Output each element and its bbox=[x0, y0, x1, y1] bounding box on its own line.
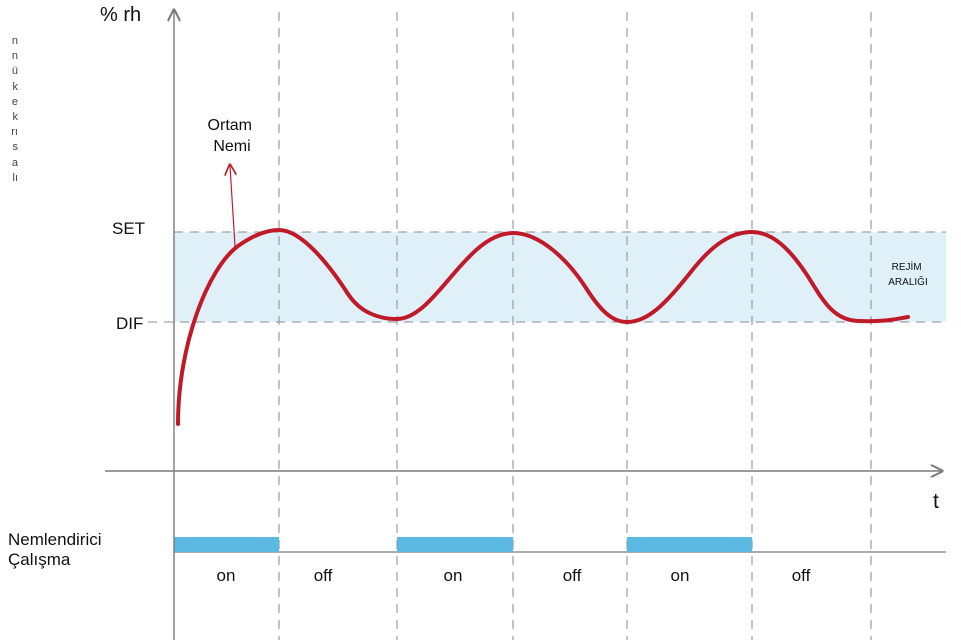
regime-band bbox=[174, 232, 946, 322]
state-label: off bbox=[314, 566, 333, 585]
on-period-bar bbox=[627, 537, 752, 552]
set-label: SET bbox=[112, 219, 145, 238]
margin-letter: ü bbox=[11, 65, 18, 78]
state-label: on bbox=[671, 566, 690, 585]
operation-state-labels: on off on off on off bbox=[217, 566, 811, 585]
regime-band-label-line: REJİM bbox=[892, 260, 922, 273]
margin-letter: k bbox=[12, 111, 19, 124]
operation-label-line: Nemlendirici bbox=[8, 530, 102, 549]
on-period-bar bbox=[174, 537, 279, 552]
margin-letter: a bbox=[11, 156, 18, 169]
state-label: on bbox=[217, 566, 236, 585]
margin-letter: n bbox=[11, 50, 18, 63]
regime-band-label-line: ARALIĞI bbox=[888, 275, 927, 288]
curve-label-line: Nemi bbox=[213, 138, 250, 155]
regime-band-label: REJİM ARALIĞI bbox=[888, 260, 927, 288]
state-label: off bbox=[792, 566, 811, 585]
vertical-guide-lines bbox=[278, 12, 872, 640]
margin-letter: k bbox=[12, 80, 19, 93]
state-label: off bbox=[563, 566, 582, 585]
operation-label-line: Çalışma bbox=[8, 550, 71, 569]
margin-text-fragment: n n ü k e k rı s a lı bbox=[0, 34, 18, 186]
curve-label: Ortam Nemi bbox=[208, 117, 257, 155]
on-period-bar bbox=[397, 537, 513, 552]
curve-label-pointer bbox=[230, 166, 235, 247]
state-label: on bbox=[444, 566, 463, 585]
x-axis-label: t bbox=[933, 490, 939, 513]
margin-letter: lı bbox=[12, 171, 19, 184]
margin-letter: rı bbox=[11, 126, 18, 139]
curve-label-line: Ortam bbox=[208, 117, 252, 134]
ambient-humidity-curve bbox=[176, 228, 910, 426]
margin-letter: e bbox=[11, 95, 18, 108]
margin-letter: n bbox=[11, 35, 18, 47]
humidifier-operation-label: Nemlendirici Çalışma bbox=[8, 530, 106, 569]
y-axis-label: % rh bbox=[100, 4, 141, 26]
dif-label: DIF bbox=[116, 314, 143, 333]
margin-letter: s bbox=[12, 141, 19, 154]
operation-bars bbox=[174, 537, 752, 552]
